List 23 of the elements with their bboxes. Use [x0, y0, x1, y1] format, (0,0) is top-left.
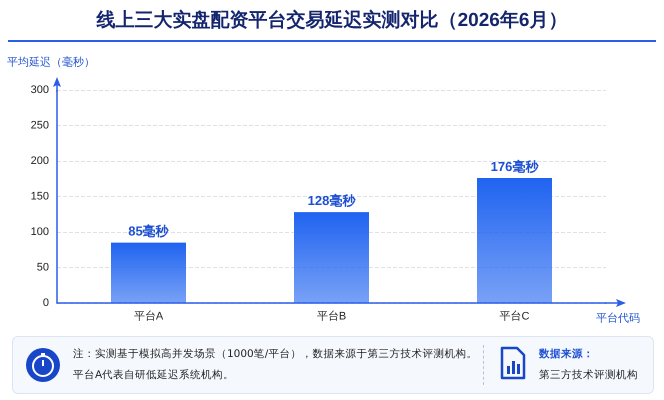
bar — [294, 212, 369, 303]
source-note: 数据来源： — [539, 347, 594, 361]
y-tick-label: 50 — [36, 262, 49, 274]
y-tick-label: 100 — [30, 226, 49, 238]
x-axis-title: 平台代码 — [596, 312, 640, 324]
text: 平台A代表自研低延迟系统机构。 — [73, 368, 234, 382]
data-label: 85毫秒 — [128, 224, 170, 239]
y-tick-label: 300 — [30, 84, 49, 96]
bar — [477, 178, 552, 303]
text: 第三方技术评测机构 — [539, 368, 638, 382]
data-label: 176毫秒 — [490, 159, 540, 174]
y-tick-label: 200 — [30, 155, 49, 167]
data-label: 128毫秒 — [308, 193, 356, 208]
x-tick-label: 平台C — [500, 310, 530, 322]
bar — [111, 242, 186, 303]
y-tick-label: 150 — [30, 190, 49, 202]
y-tick-label: 0 — [42, 297, 49, 309]
chart-title: 线上三大实盘配资平台交易延迟实测对比（2026年6月） — [96, 9, 568, 31]
text: 注：实测基于模拟高并发场景（1000笔/平台），数据来源于第三方技术评测机构。 — [73, 347, 478, 361]
y-axis-title: 平均延迟（毫秒） — [7, 56, 95, 68]
y-tick-label: 250 — [30, 120, 49, 132]
x-tick-label: 平台B — [316, 310, 346, 322]
x-tick-label: 平台A — [134, 310, 164, 322]
